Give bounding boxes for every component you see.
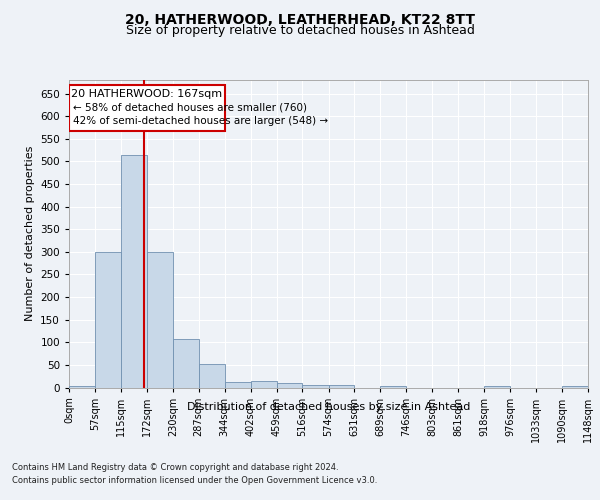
Bar [95, 252, 121, 388]
Bar [277, 382, 302, 388]
Text: Size of property relative to detached houses in Ashtead: Size of property relative to detached ho… [125, 24, 475, 37]
Bar [173, 338, 199, 388]
Bar [69, 386, 95, 388]
Bar [224, 382, 251, 388]
Bar [147, 252, 173, 388]
Text: Contains HM Land Registry data © Crown copyright and database right 2024.: Contains HM Land Registry data © Crown c… [12, 462, 338, 471]
Text: 20, HATHERWOOD, LEATHERHEAD, KT22 8TT: 20, HATHERWOOD, LEATHERHEAD, KT22 8TT [125, 12, 475, 26]
Text: ← 58% of detached houses are smaller (760): ← 58% of detached houses are smaller (76… [73, 103, 307, 113]
Text: Distribution of detached houses by size in Ashtead: Distribution of detached houses by size … [187, 402, 470, 412]
Bar [562, 386, 588, 388]
Bar [121, 154, 147, 388]
Bar [380, 386, 406, 388]
Text: 42% of semi-detached houses are larger (548) →: 42% of semi-detached houses are larger (… [73, 116, 328, 126]
Bar [199, 364, 224, 388]
Text: Contains public sector information licensed under the Open Government Licence v3: Contains public sector information licen… [12, 476, 377, 485]
Y-axis label: Number of detached properties: Number of detached properties [25, 146, 35, 322]
Bar [302, 385, 329, 388]
Bar [69, 86, 224, 131]
Bar [329, 385, 354, 388]
Bar [251, 381, 277, 388]
Text: 20 HATHERWOOD: 167sqm: 20 HATHERWOOD: 167sqm [71, 89, 223, 99]
Bar [484, 386, 510, 388]
